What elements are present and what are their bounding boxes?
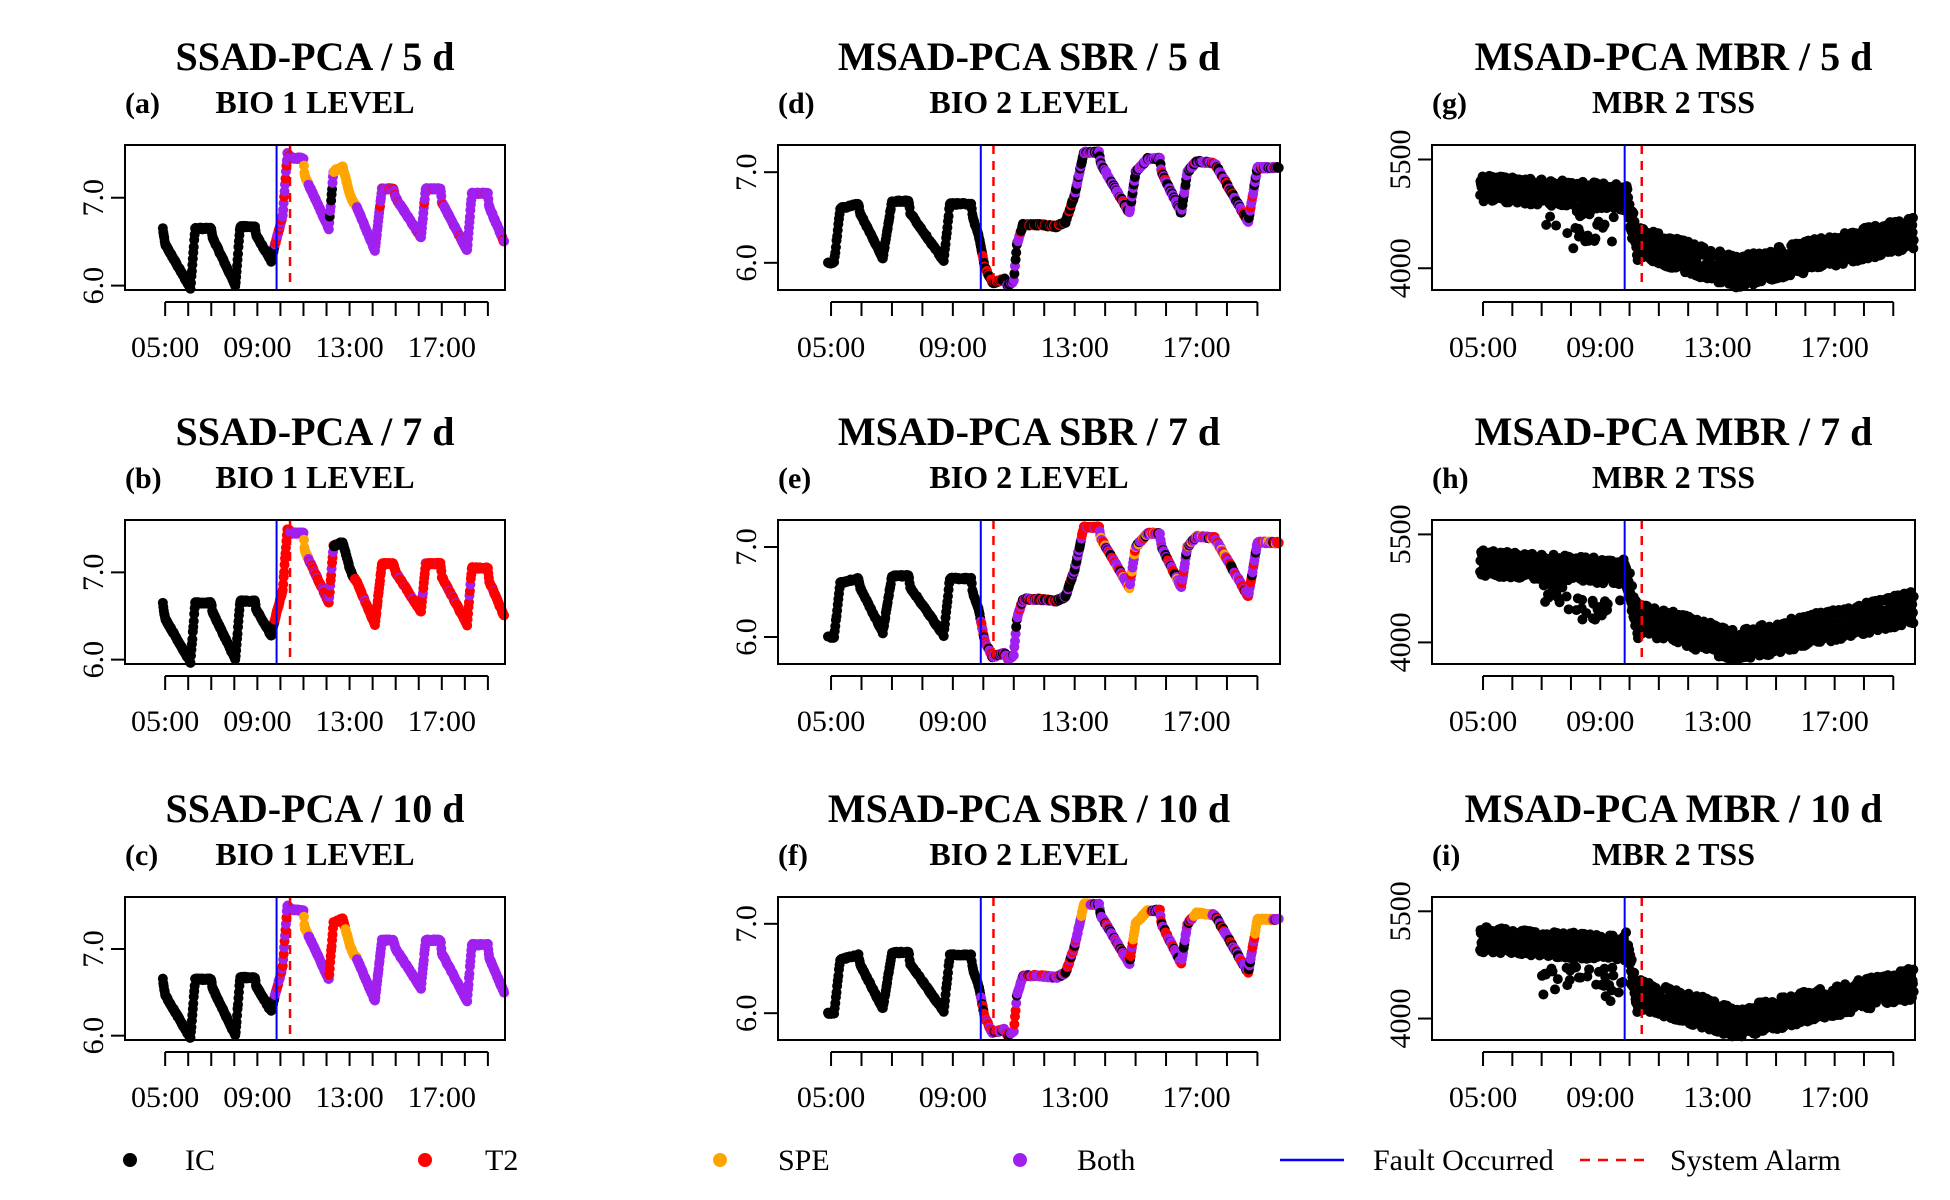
y-tick-label: 7.0 <box>730 905 763 943</box>
x-tick-label: 13:00 <box>1041 331 1109 364</box>
x-tick-label: 05:00 <box>131 331 199 364</box>
data-point <box>1273 913 1284 924</box>
panel-letter: (a) <box>125 87 160 120</box>
panel-c: SSAD-PCA / 10 d(c) BIO 1 LEVEL 6.0 7.0 05:00… <box>77 786 510 1114</box>
data-point <box>1568 243 1579 254</box>
y-tick-label: 7.0 <box>730 528 763 566</box>
x-tick-label: 05:00 <box>131 1081 199 1114</box>
panel-g: MSAD-PCA MBR / 5 d(g) MBR 2 TSS4000550005… <box>1384 34 1919 364</box>
x-tick-label: 09:00 <box>919 331 987 364</box>
panel-variable-label: MBR 2 TSS <box>1592 84 1755 120</box>
y-tick-label: 7.0 <box>77 179 110 217</box>
panel-letter: (c) <box>125 839 158 872</box>
panel-title: MSAD-PCA MBR / 5 d <box>1475 34 1873 79</box>
panel-f: MSAD-PCA SBR / 10 d (f) BIO 2 LEVEL 6.0 7.0 0… <box>730 786 1284 1114</box>
x-tick-label: 17:00 <box>1162 705 1230 738</box>
x-tick-label: 09:00 <box>919 1081 987 1114</box>
data-points <box>1475 170 1919 293</box>
x-tick-label: 17:00 <box>1162 1081 1230 1114</box>
data-point <box>1273 162 1284 173</box>
data-point <box>1599 219 1610 230</box>
data-points <box>822 898 1284 1041</box>
panel-title: SSAD-PCA / 7 d <box>176 409 455 454</box>
panel-letter: (f) <box>778 839 808 872</box>
panel-variable-label: BIO 2 LEVEL <box>929 84 1128 120</box>
panel-variable-label: BIO 1 LEVEL <box>215 459 414 495</box>
panel-variable-label: BIO 1 LEVEL <box>215 84 414 120</box>
panel-title: SSAD-PCA / 10 d <box>166 786 465 831</box>
panel-title: MSAD-PCA SBR / 5 d <box>838 34 1220 79</box>
data-point <box>1551 220 1562 231</box>
x-tick-label: 09:00 <box>223 705 291 738</box>
panel-d: MSAD-PCA SBR / 5 d (d) BIO 2 LEVEL 6.0 7.0 05… <box>730 34 1284 364</box>
x-tick-label: 13:00 <box>315 705 383 738</box>
x-tick-label: 05:00 <box>797 1081 865 1114</box>
x-tick-label: 13:00 <box>315 1081 383 1114</box>
x-tick-label: 09:00 <box>919 705 987 738</box>
panel-title: MSAD-PCA SBR / 7 d <box>838 409 1220 454</box>
data-point <box>278 579 289 590</box>
x-tick-label: 13:00 <box>1041 1081 1109 1114</box>
y-tick-label: 6.0 <box>730 618 763 656</box>
data-point <box>279 567 290 578</box>
data-point <box>188 616 199 627</box>
x-tick-label: 05:00 <box>797 705 865 738</box>
x-tick-label: 05:00 <box>797 331 865 364</box>
y-tick-label: 6.0 <box>77 1017 110 1055</box>
y-tick-label: 7.0 <box>730 153 763 191</box>
y-tick-label: 7.0 <box>77 930 110 968</box>
data-points <box>822 146 1284 291</box>
data-point <box>1273 537 1284 548</box>
data-point <box>280 173 291 184</box>
x-tick-label: 09:00 <box>223 331 291 364</box>
panel-letter: (e) <box>778 462 811 495</box>
y-tick-label: 6.0 <box>730 244 763 282</box>
data-point <box>185 657 196 668</box>
plot-frame <box>124 144 506 291</box>
data-point <box>298 160 309 171</box>
x-tick-label: 09:00 <box>223 1081 291 1114</box>
panel-letter: (g) <box>1432 87 1467 120</box>
x-tick-label: 17:00 <box>408 705 476 738</box>
panel-e: MSAD-PCA SBR / 7 d (e) BIO 2 LEVEL 6.0 7.0 05… <box>730 409 1284 738</box>
x-tick-label: 13:00 <box>1041 705 1109 738</box>
data-point <box>298 534 309 545</box>
panel-variable-label: BIO 1 LEVEL <box>215 836 414 872</box>
y-tick-label: 6.0 <box>77 641 110 679</box>
panel-b: SSAD-PCA / 7 d (b) BIO 1 LEVEL 6.0 7.0 05:00 0… <box>77 409 510 738</box>
x-tick-label: 05:00 <box>131 705 199 738</box>
panel-letter: (b) <box>125 462 162 495</box>
panel-variable-label: BIO 2 LEVEL <box>929 459 1128 495</box>
data-points <box>157 524 510 668</box>
x-tick-label: 17:00 <box>1162 331 1230 364</box>
data-points <box>157 148 510 294</box>
y-tick-label: 6.0 <box>77 267 110 305</box>
data-point <box>1545 211 1556 222</box>
data-points <box>822 521 1284 665</box>
panel-a: SSAD-PCA / 5 d (a) BIO 1 LEVEL 6.0 7.0 05:00 0… <box>77 34 510 364</box>
x-tick-label: 13:00 <box>315 331 383 364</box>
x-tick-label: 17:00 <box>408 331 476 364</box>
data-point <box>187 634 198 645</box>
data-point <box>1590 233 1601 244</box>
data-points <box>157 900 510 1043</box>
panel-title: SSAD-PCA / 5 d <box>176 34 455 79</box>
x-tick-label: 17:00 <box>408 1081 476 1114</box>
panel-title: MSAD-PCA SBR / 10 d <box>828 786 1230 831</box>
panel-variable-label: BIO 2 LEVEL <box>929 836 1128 872</box>
panel-letter: (d) <box>778 87 815 120</box>
y-tick-label: 7.0 <box>77 554 110 592</box>
y-tick-label: 6.0 <box>730 994 763 1032</box>
